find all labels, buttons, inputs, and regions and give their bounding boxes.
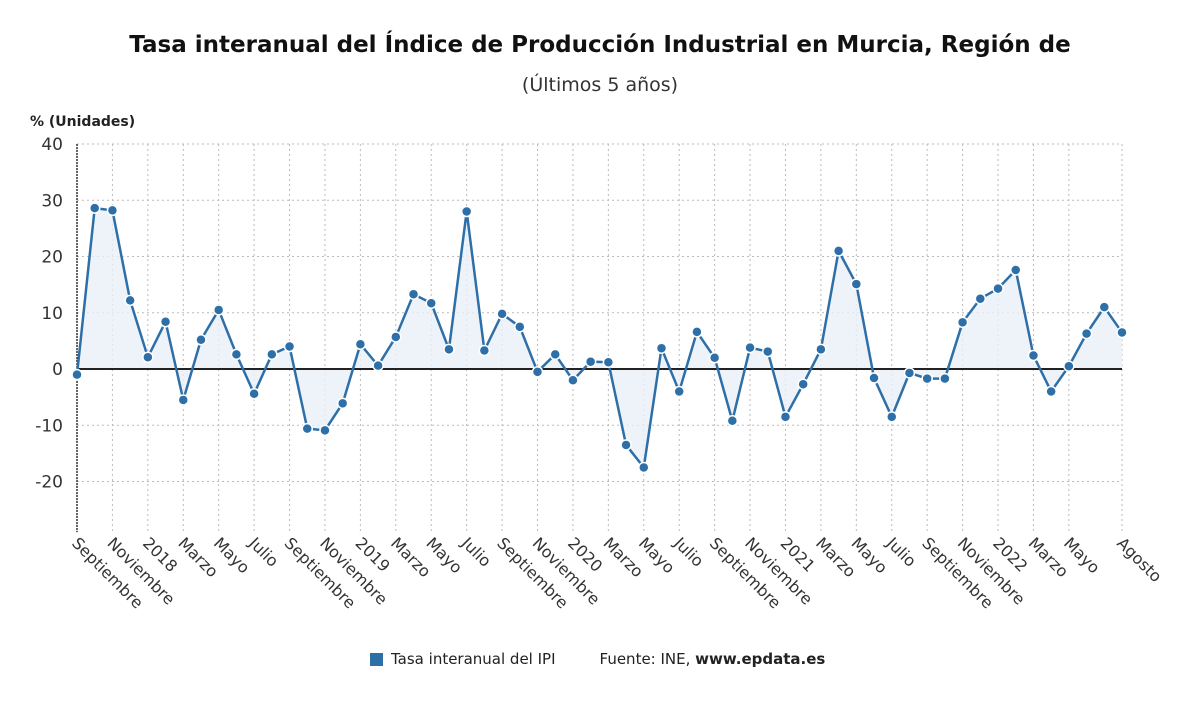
data-point xyxy=(779,411,792,423)
source-text: Fuente: INE, www.epdata.es xyxy=(600,650,826,668)
data-point xyxy=(549,348,561,361)
data-point xyxy=(708,352,721,364)
y-tick-label: 20 xyxy=(41,248,63,268)
data-point xyxy=(832,245,845,257)
data-point xyxy=(850,278,863,290)
data-point xyxy=(301,422,314,435)
source-prefix: Fuente: INE, xyxy=(599,650,696,668)
data-point xyxy=(71,368,83,381)
data-point xyxy=(478,344,491,357)
y-tick-label: 40 xyxy=(41,135,63,155)
data-point xyxy=(956,316,969,329)
data-point xyxy=(567,374,579,386)
data-point xyxy=(1009,264,1022,276)
data-point xyxy=(655,342,668,354)
legend: Tasa interanual del IPI Fuente: INE, www… xyxy=(370,650,825,668)
legend-label: Tasa interanual del IPI xyxy=(391,650,556,668)
y-tick-label: 0 xyxy=(52,360,63,380)
data-point xyxy=(638,461,650,474)
data-point xyxy=(354,338,367,350)
data-point xyxy=(921,372,933,385)
data-point xyxy=(691,326,703,338)
data-point xyxy=(584,355,597,368)
data-point xyxy=(106,204,119,217)
data-point xyxy=(673,385,685,398)
data-point xyxy=(992,282,1004,295)
data-point xyxy=(407,288,420,300)
data-point xyxy=(124,294,136,307)
data-point xyxy=(620,439,632,451)
data-point xyxy=(903,367,916,379)
data-point xyxy=(159,316,172,328)
data-point xyxy=(88,202,101,214)
data-point xyxy=(797,378,809,390)
data-point xyxy=(1080,327,1093,340)
data-point xyxy=(974,292,987,305)
chart-subtitle: (Últimos 5 años) xyxy=(521,74,679,96)
y-axis-label: % (Unidades) xyxy=(30,114,136,130)
legend-swatch xyxy=(370,652,383,666)
data-point xyxy=(602,356,615,368)
data-point xyxy=(726,415,739,427)
data-point xyxy=(195,334,207,346)
data-point xyxy=(266,348,278,361)
data-point xyxy=(319,424,331,437)
y-tick-label: -20 xyxy=(35,473,63,493)
data-point xyxy=(514,321,526,333)
chart-title: Tasa interanual del Índice de Producción… xyxy=(129,32,1071,58)
data-point xyxy=(1116,326,1128,339)
source-link[interactable]: www.epdata.es xyxy=(695,650,826,668)
data-point xyxy=(531,366,544,378)
data-point xyxy=(177,394,190,406)
data-point xyxy=(939,372,951,385)
data-point xyxy=(815,343,827,356)
data-point xyxy=(1045,385,1057,398)
y-tick-label: -10 xyxy=(35,416,63,436)
data-point xyxy=(372,359,384,372)
data-point xyxy=(212,304,225,316)
data-point xyxy=(248,388,260,400)
data-point xyxy=(336,397,349,410)
data-point xyxy=(443,343,455,356)
y-tick-label: 10 xyxy=(41,304,63,324)
data-point xyxy=(885,411,898,423)
data-point xyxy=(142,351,154,363)
series-area xyxy=(77,208,1122,468)
y-tick-label: 30 xyxy=(41,191,63,211)
data-point xyxy=(868,372,880,384)
data-point xyxy=(744,341,756,354)
data-point xyxy=(283,340,296,353)
series-line xyxy=(75,206,1124,471)
data-point xyxy=(762,345,774,358)
data-point xyxy=(1098,301,1111,313)
x-tick-label: Agosto xyxy=(1113,534,1166,587)
data-point xyxy=(1063,360,1075,372)
data-point xyxy=(230,348,243,361)
data-point xyxy=(1027,349,1040,362)
data-point xyxy=(425,297,437,309)
data-point xyxy=(390,331,402,343)
data-point xyxy=(460,205,473,218)
data-point xyxy=(496,308,508,320)
